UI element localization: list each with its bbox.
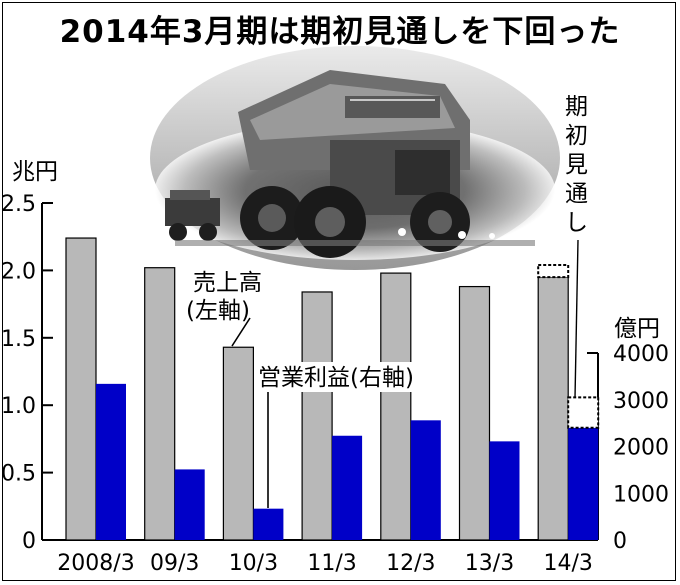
forecast-sales-mark [537,264,570,279]
profit-bar [410,420,441,540]
x-tick-label: 14/3 [543,551,592,576]
forecast-char-4: 通 [565,181,588,207]
left-tick-label: 2.5 [1,192,36,217]
x-tick-label: 13/3 [465,551,514,576]
forecast-marks [537,264,600,429]
right-tick-label: 0 [613,529,627,554]
sales-bar [537,276,569,541]
sales-bar [301,291,333,541]
left-tick-label: 2.0 [1,259,36,284]
profit-bar [489,441,520,540]
forecast-profit-mark [567,396,600,429]
profit-bar [253,508,284,540]
left-tick-label: 0.5 [1,462,36,487]
left-tick-label: 1.5 [1,327,36,352]
sales-bar [65,237,97,541]
profit-bar [568,427,599,540]
left-tick-label: 1.0 [1,394,36,419]
truck-photo [150,46,560,270]
profit-bar [332,435,363,540]
x-axis-labels: 2008/3 09/3 10/3 11/3 12/3 13/3 14/3 [57,551,593,576]
sales-bar [222,346,254,541]
sales-bar [144,267,176,541]
bars [65,237,599,541]
sales-annotation-line2: (左軸) [186,298,250,324]
sales-leader-line [231,317,251,347]
x-tick-label: 11/3 [307,551,356,576]
forecast-leader-line [574,239,579,399]
profit-bar [174,469,205,540]
left-tick-label: 0 [22,529,36,554]
right-tick-label: 4000 [613,342,669,367]
chart-title: 2014年3月期は期初見通しを下回った [59,14,621,50]
sales-bar [458,285,491,541]
profit-annotation: 営業利益(右軸) [258,365,414,391]
forecast-char-2: 初 [565,123,588,149]
x-tick-label: 12/3 [386,551,435,576]
x-tick-label: 2008/3 [57,551,134,576]
sales-annotation-line1: 売上高 [193,270,262,296]
x-tick-label: 10/3 [229,551,278,576]
right-tick-label: 1000 [613,482,669,507]
left-axis-ticks: 0 0.5 1.0 1.5 2.0 2.5 [1,192,53,554]
right-tick-label: 3000 [613,389,669,414]
profit-bar [96,383,126,540]
left-axis-unit: 兆円 [12,159,58,185]
sales-bar [380,272,412,541]
right-axis-ticks: 0 1000 2000 3000 4000 [587,342,669,554]
right-tick-label: 2000 [613,436,669,461]
x-tick-label: 09/3 [150,551,199,576]
forecast-annotation: 期 初 見 通 し [562,88,592,246]
right-axis-unit: 億円 [614,316,660,342]
forecast-char-3: 見 [565,152,588,178]
profit-annotation-bg [255,362,445,392]
forecast-char-1: 期 [565,94,588,120]
forecast-char-5: し [565,210,588,236]
